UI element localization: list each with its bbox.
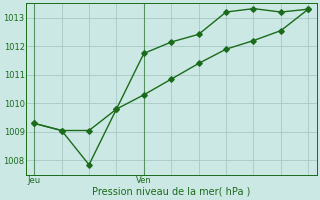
X-axis label: Pression niveau de la mer( hPa ): Pression niveau de la mer( hPa ) xyxy=(92,187,251,197)
